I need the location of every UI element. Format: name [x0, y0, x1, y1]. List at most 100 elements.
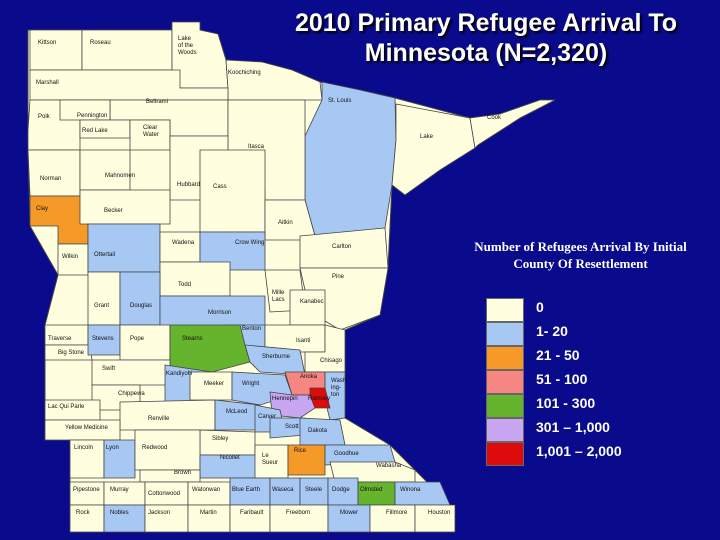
legend-swatch: [486, 322, 524, 346]
county-label-freeborn: Freeborn: [286, 510, 310, 516]
legend-label: 1- 20: [536, 323, 568, 339]
county-watonwan[interactable]: [187, 481, 231, 506]
county-kanabec[interactable]: [289, 289, 326, 326]
county-label-rock: Rock: [76, 510, 91, 516]
county-label-pine: Pine: [332, 274, 345, 280]
county-label-polk: Polk: [38, 114, 51, 120]
county-label-le-sueur: Le Sueur: [262, 453, 278, 466]
county-label-chippewa: Chippewa: [118, 391, 145, 397]
county-traverse[interactable]: [44, 324, 89, 346]
county-sherburne[interactable]: [244, 344, 306, 376]
county-olmsted[interactable]: [357, 481, 396, 506]
county-label-kandiyohi: Kandiyohi: [166, 371, 192, 377]
county-label-beltrami: Beltrami: [146, 99, 168, 105]
county-label-koochiching: Koochiching: [228, 70, 261, 76]
county-label-mille-lacs: Mille Lacs: [272, 290, 285, 303]
legend-swatch: [486, 418, 524, 442]
county-lake[interactable]: [391, 103, 476, 196]
county-label-grant: Grant: [94, 303, 109, 309]
county-label-dodge: Dodge: [332, 487, 350, 493]
county-label-redwood: Redwood: [142, 445, 167, 451]
county-label-mower: Mower: [340, 510, 358, 516]
county-sibley[interactable]: [199, 429, 256, 456]
county-label-faribault: Faribault: [240, 510, 264, 516]
county-label-chisago: Chisago: [320, 358, 343, 364]
county-label-nobles: Nobles: [110, 510, 129, 516]
county-label-douglas: Douglas: [130, 303, 152, 309]
county-label-mcleod: McLeod: [226, 409, 247, 415]
county-label-carlton: Carlton: [332, 244, 351, 250]
county-mcleod[interactable]: [214, 399, 261, 431]
county-label-norman: Norman: [40, 176, 61, 182]
legend-label: 1,001 – 2,000: [536, 443, 622, 459]
county-label-wadena: Wadena: [172, 240, 195, 246]
county-label-brown: Brown: [174, 470, 191, 476]
county-mahnomen[interactable]: [79, 149, 131, 191]
county-label-wilkin: Wilkin: [62, 254, 78, 260]
legend-swatch: [486, 298, 524, 322]
county-label-sibley: Sibley: [212, 436, 228, 442]
legend-label: 0: [536, 299, 544, 315]
legend-swatch: [486, 394, 524, 418]
county-stearns[interactable]: [169, 324, 251, 373]
county-kittson[interactable]: [29, 29, 83, 71]
county-label-wright: Wright: [242, 381, 260, 387]
county-label-olmsted: Olmsted: [360, 487, 382, 493]
county-label-swift: Swift: [102, 366, 115, 372]
county-label-meeker: Meeker: [204, 381, 224, 387]
county-label-todd: Todd: [178, 282, 191, 288]
county-douglas[interactable]: [119, 271, 161, 326]
county-label-nicollet: Nicollet: [220, 455, 240, 461]
county-label-morrison: Morrison: [208, 310, 231, 316]
county-label-ramsey: Ramsey: [308, 396, 330, 402]
county-rice[interactable]: [287, 444, 326, 476]
county-label-pope: Pope: [130, 336, 145, 342]
county-label-aitkin: Aitkin: [278, 220, 293, 226]
county-cass[interactable]: [199, 149, 266, 233]
county-pope[interactable]: [119, 324, 171, 361]
county-todd[interactable]: [159, 261, 231, 297]
county-lac-qui-parle[interactable]: [44, 399, 101, 421]
county-label-ottertail: Ottertail: [94, 252, 115, 258]
county-label-benton: Benton: [242, 326, 261, 332]
county-lyon[interactable]: [103, 439, 136, 479]
county-label-lake: Lake: [420, 134, 434, 140]
county-grant[interactable]: [87, 271, 121, 326]
county-murray[interactable]: [103, 481, 146, 506]
county-label-lac-qui-parle: Lac Qui Parle: [48, 404, 85, 410]
legend-swatch: [486, 370, 524, 394]
county-pipestone[interactable]: [69, 481, 105, 506]
county-label-carver: Carver: [258, 414, 276, 420]
county-ottertail[interactable]: [87, 223, 161, 273]
county-label-cottonwood: Cottonwood: [148, 491, 180, 497]
county-roseau[interactable]: [81, 29, 173, 71]
county-label-houston: Houston: [428, 510, 450, 516]
county-label-traverse: Traverse: [48, 336, 72, 342]
county-houston[interactable]: [414, 504, 456, 533]
county-label-isanti: Isanti: [296, 338, 310, 344]
county-label-red-lake: Red Lake: [82, 128, 108, 134]
county-becker[interactable]: [79, 189, 171, 225]
county-label-marshall: Marshall: [36, 80, 59, 86]
county-label-waseca: Waseca: [272, 487, 294, 493]
county-label-kittson: Kittson: [38, 40, 56, 46]
county-winona[interactable]: [394, 481, 451, 506]
county-renville[interactable]: [119, 399, 216, 431]
county-label-cook: Cook: [487, 115, 502, 121]
legend-label: 301 – 1,000: [536, 419, 610, 435]
county-label-dakota: Dakota: [308, 428, 328, 434]
county-swift[interactable]: [91, 359, 171, 386]
county-wadena[interactable]: [159, 231, 201, 263]
county-label-watonwan: Watonwan: [192, 487, 220, 493]
county-label-jackson: Jackson: [148, 510, 170, 516]
county-label-clear-water: Clear Water: [143, 125, 159, 138]
county-cook[interactable]: [469, 99, 556, 149]
county-label-crow-wing: Crow Wing: [235, 240, 264, 246]
county-label-pennington: Pennington: [77, 113, 107, 119]
county-ramsey[interactable]: [309, 387, 331, 409]
county-label-renville: Renville: [148, 416, 170, 422]
county-label-kanabec: Kanabec: [300, 299, 324, 305]
legend-label: 101 - 300: [536, 395, 596, 411]
county-label-stearns: Stearns: [182, 336, 203, 342]
county-norman[interactable]: [27, 149, 81, 197]
